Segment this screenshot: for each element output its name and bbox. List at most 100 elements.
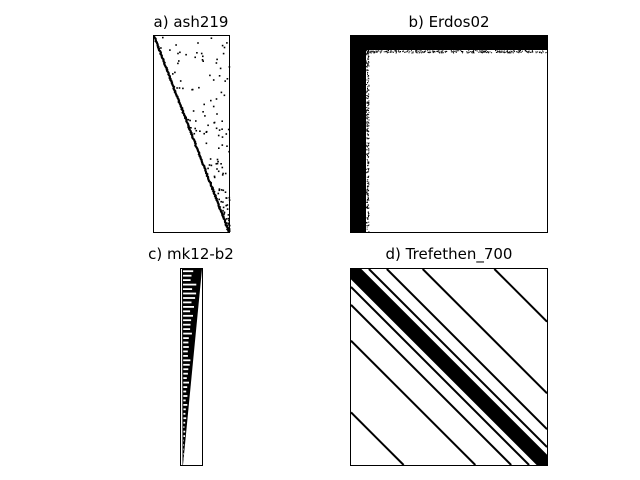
fringe-dot: [479, 51, 481, 53]
nonzero-dot: [203, 132, 205, 135]
fringe-dot: [366, 138, 368, 140]
fringe-dot: [368, 214, 370, 216]
fringe-dot: [368, 181, 370, 183]
panel-ash219: a) ash219: [152, 13, 231, 233]
fringe-dot: [367, 69, 369, 71]
nonzero-dot: [222, 209, 224, 212]
fringe-dot: [517, 50, 519, 52]
nonzero-dot: [218, 188, 221, 190]
nonzero-dot: [226, 208, 229, 210]
wedge-body: [182, 269, 202, 465]
fringe-dot: [366, 228, 368, 230]
fringe-dot: [487, 51, 489, 53]
plot-frame-trefethen-700: [350, 268, 548, 466]
fringe-dot: [367, 198, 369, 200]
fringe-dot: [516, 51, 518, 53]
fringe-dot: [424, 51, 426, 53]
fringe-dot: [467, 52, 469, 54]
fringe-dot: [541, 52, 543, 54]
nonzero-dot: [221, 120, 223, 122]
fringe-dot: [482, 51, 484, 53]
gap-stripe: [183, 359, 191, 362]
fringe-dot: [367, 138, 369, 140]
fringe-dot: [453, 52, 455, 54]
fringe-dot: [445, 50, 447, 52]
nonzero-dot: [227, 214, 230, 216]
fringe-dot: [537, 51, 539, 53]
gap-stripe: [183, 412, 186, 415]
fringe-dot: [509, 52, 511, 54]
nonzero-dot: [221, 166, 224, 169]
fringe-dot: [367, 212, 369, 214]
fringe-dot: [366, 125, 368, 127]
sub-diagonal: [351, 269, 547, 465]
nonzero-dot: [222, 52, 225, 55]
nonzero-dot: [212, 105, 215, 108]
fringe-dot: [411, 52, 413, 54]
fringe-dot: [475, 50, 477, 51]
fringe-dot: [383, 51, 385, 53]
fringe-dot: [366, 109, 368, 111]
dense-top-rows: [351, 36, 547, 50]
nonzero-dot: [225, 204, 227, 207]
fringe-dot: [513, 50, 515, 52]
fringe-dot: [366, 65, 368, 67]
nonzero-dot: [202, 55, 204, 58]
gap-stripe: [183, 297, 196, 299]
fringe-dot: [366, 84, 368, 85]
fringe-dot: [367, 122, 369, 124]
fringe-dot: [367, 113, 368, 115]
gap-stripe: [183, 288, 193, 290]
fringe-dot: [432, 52, 434, 54]
fringe-dot: [487, 51, 488, 53]
fringe-dot: [366, 192, 368, 194]
fringe-dot: [404, 51, 406, 53]
fringe-dot: [366, 201, 368, 203]
fringe-dot: [368, 199, 370, 201]
nonzero-dot: [162, 36, 164, 39]
fringe-dot: [367, 55, 369, 57]
fringe-dot: [371, 51, 373, 53]
gap-stripe: [183, 390, 187, 393]
nonzero-dot: [197, 42, 199, 44]
fringe-dot: [419, 51, 421, 53]
fringe-dot: [366, 79, 368, 81]
fringe-dot: [526, 51, 528, 53]
gap-stripe: [183, 363, 190, 366]
fringe-dot: [368, 103, 370, 105]
fringe-dot: [366, 69, 368, 71]
fringe-dot: [392, 51, 394, 53]
fringe-dot: [367, 161, 369, 163]
fringe-dot: [445, 51, 447, 53]
fringe-dot: [368, 58, 370, 60]
fringe-dot: [366, 53, 368, 55]
plot-frame-ash219: [153, 35, 230, 233]
fringe-dot: [473, 52, 475, 54]
fringe-dot: [433, 50, 435, 52]
fringe-dot: [479, 50, 481, 52]
fringe-dot: [519, 51, 520, 53]
nonzero-dot: [223, 46, 226, 49]
nonzero-dot: [176, 87, 178, 89]
fringe-dot: [366, 117, 368, 119]
nonzero-dot: [212, 187, 214, 190]
fringe-dot: [408, 52, 410, 54]
fringe-dot: [366, 189, 368, 191]
fringe-dot: [368, 168, 370, 170]
gap-stripe: [183, 439, 184, 442]
nonzero-dot: [174, 71, 176, 74]
nonzero-dot: [224, 191, 227, 193]
fringe-dot: [416, 50, 418, 52]
fringe-dot: [466, 51, 468, 53]
fringe-dot: [366, 217, 368, 219]
super-diagonal: [352, 269, 547, 464]
fringe-dot: [380, 51, 382, 53]
fringe-dot: [527, 52, 529, 54]
fringe-dot: [476, 50, 478, 52]
fringe-dot: [539, 51, 541, 53]
fringe-dot: [509, 52, 510, 54]
fringe-dot: [366, 101, 368, 103]
fringe-dot: [366, 149, 368, 151]
fringe-dot: [366, 207, 368, 209]
